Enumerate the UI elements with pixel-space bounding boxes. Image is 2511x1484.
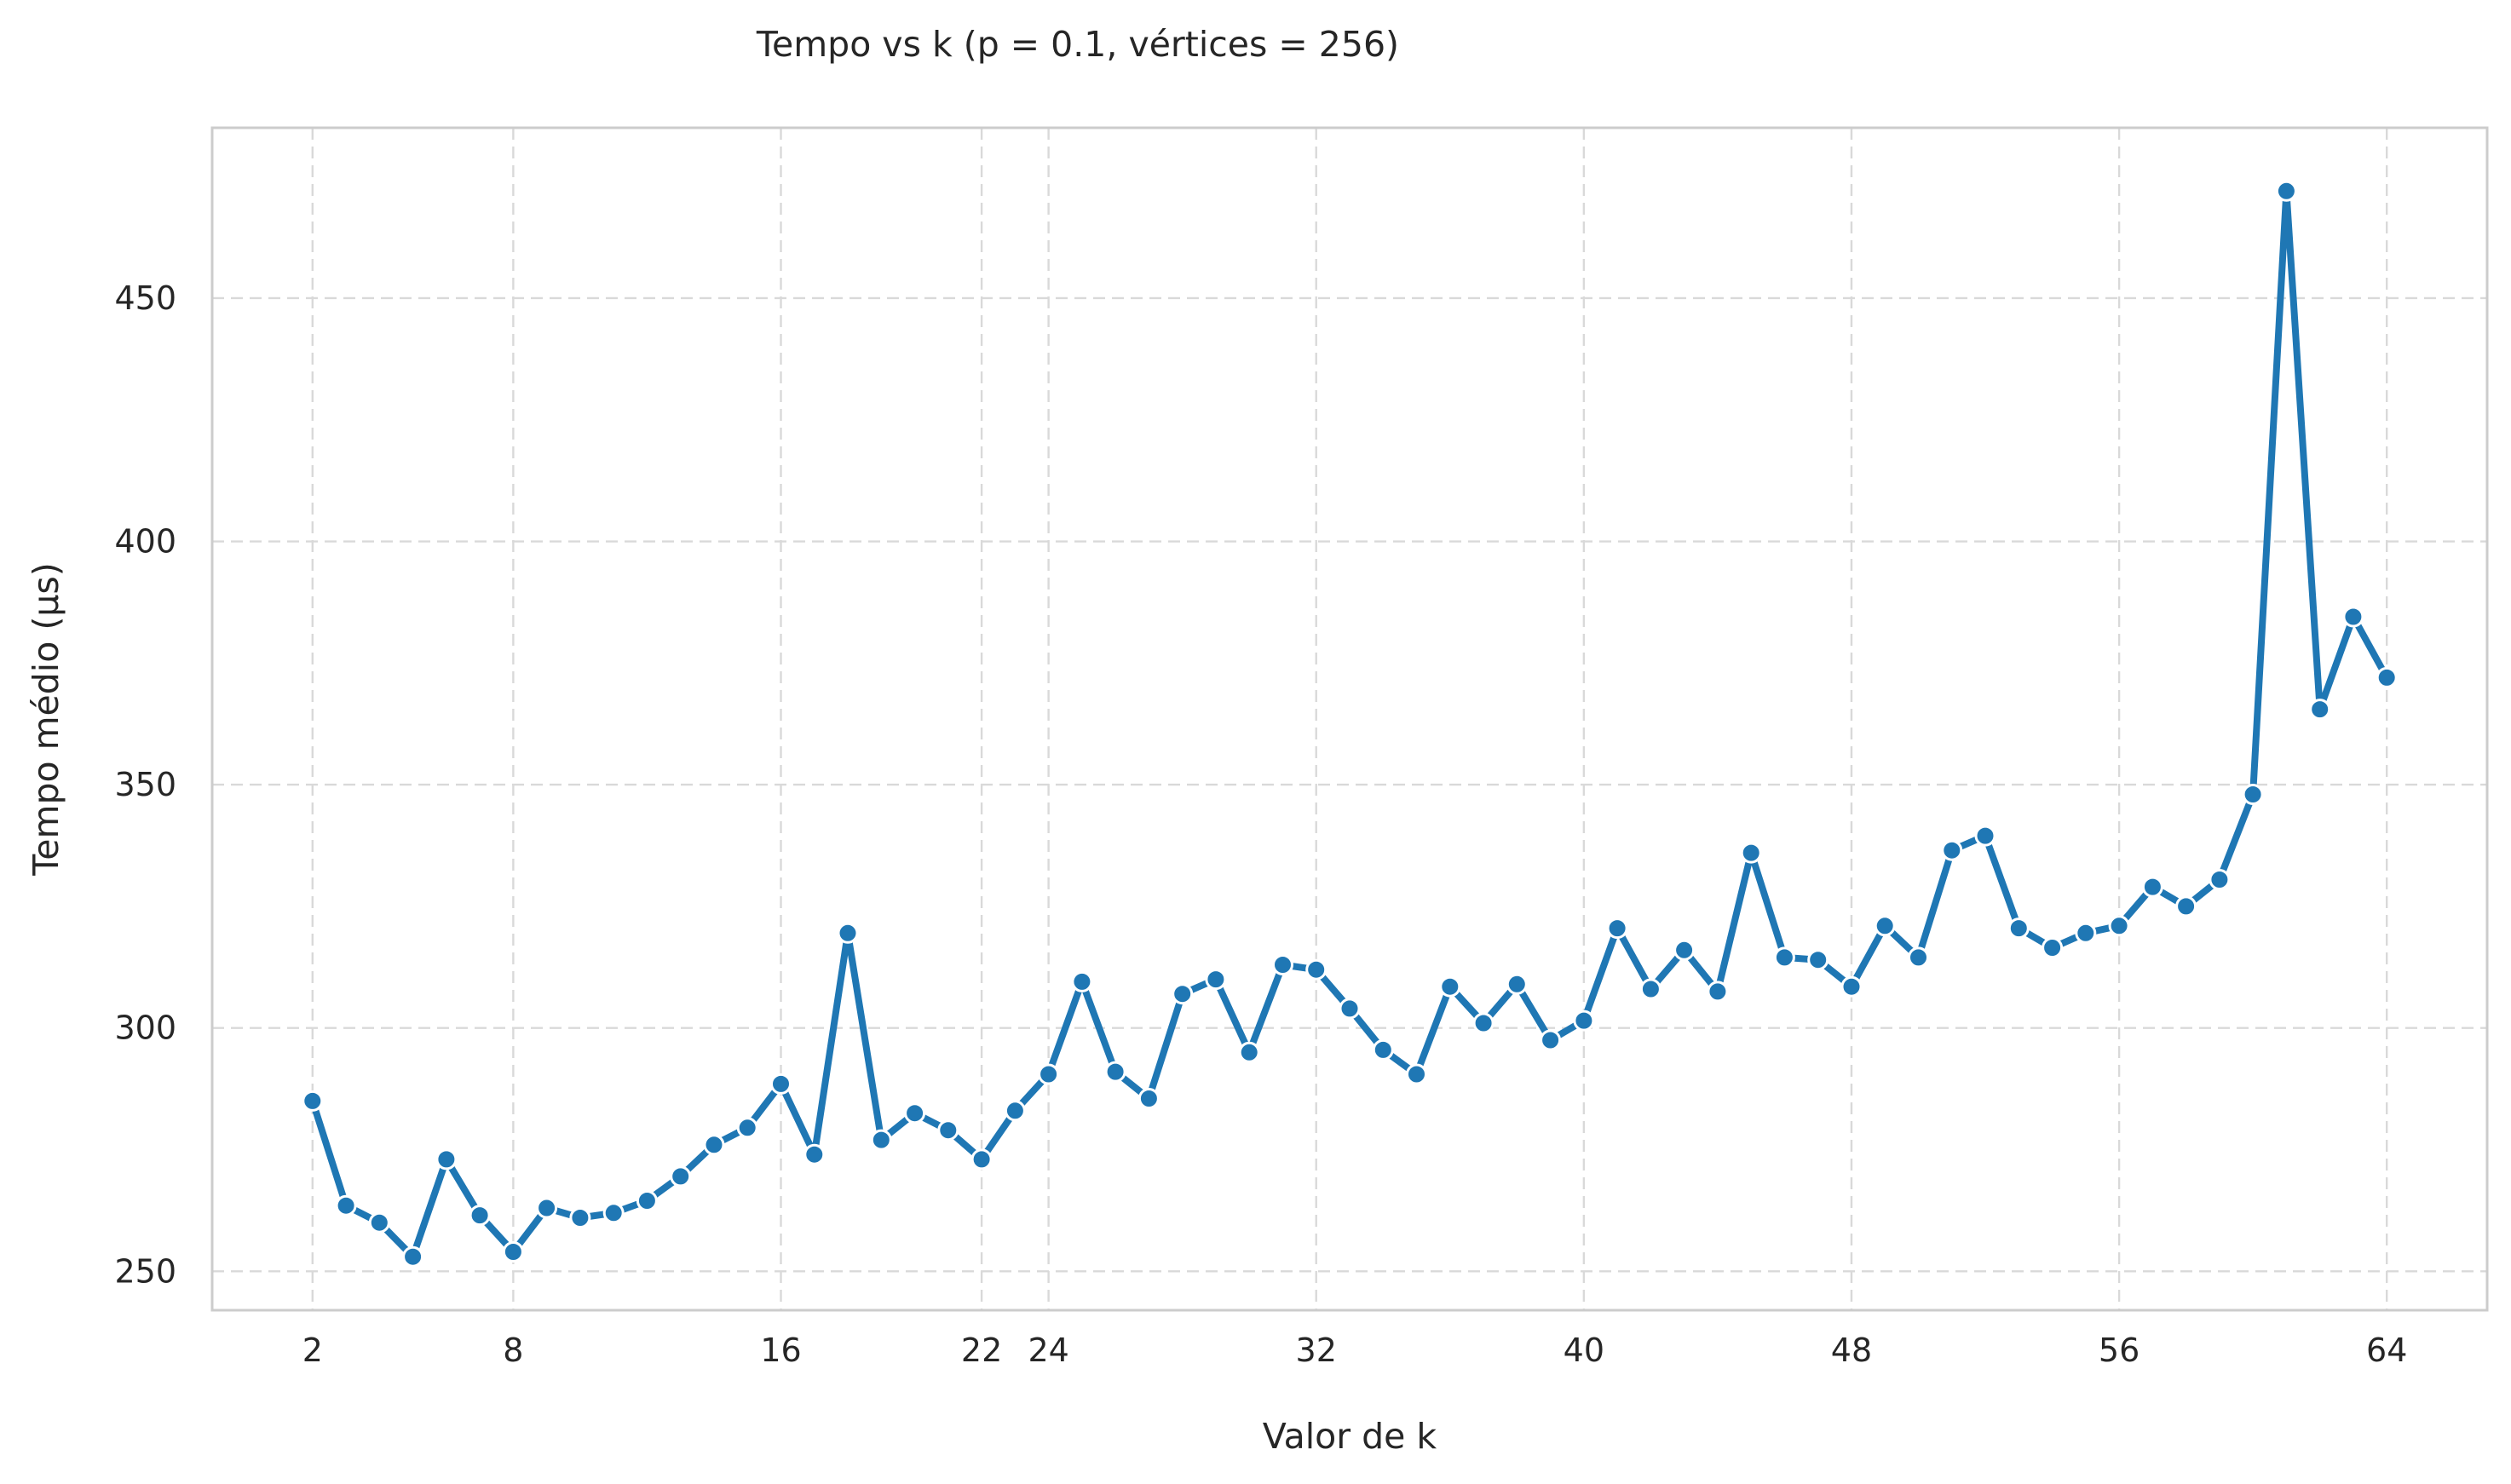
x-tick-label: 48 [1831,1332,1872,1369]
data-point [1238,1041,1260,1063]
x-tick-label: 40 [1564,1332,1604,1369]
data-point [1137,1088,1160,1109]
data-point [435,1148,458,1171]
x-tick-label: 32 [1296,1332,1337,1369]
data-point [1004,1100,1026,1122]
data-point [803,1143,826,1165]
data-point [1272,954,1293,975]
data-point [1439,975,1461,998]
data-point [2141,876,2163,898]
plot-area-frame [210,126,2489,1312]
y-tick-label: 450 [114,279,176,317]
data-point [1104,1061,1126,1083]
x-axis-ticks: 2 8 16 22 24 32 40 48 56 64 [302,1332,2408,1369]
series-line [308,187,2391,1261]
gridlines [212,128,2487,1310]
data-point [2209,869,2231,890]
data-point [736,1117,758,1139]
x-tick-label: 22 [961,1332,1002,1369]
data-point [1506,973,1528,995]
y-tick-label: 300 [114,1009,176,1047]
data-point [1472,1012,1495,1034]
data-point [670,1165,692,1188]
data-point [1038,1063,1060,1085]
y-tick-label: 400 [114,523,176,561]
data-point [302,1090,324,1112]
x-tick-label: 16 [760,1332,801,1369]
data-point [1540,1029,1562,1051]
data-point [2275,180,2297,202]
data-point [1773,946,1795,969]
data-point [602,1202,625,1224]
data-point [1639,978,1662,1000]
x-tick-label: 64 [2366,1332,2407,1369]
data-point [1071,970,1093,992]
data-point [2042,937,2064,958]
data-point [1908,946,1929,969]
data-point [536,1197,558,1219]
y-tick-label: 350 [114,766,176,803]
data-point [2108,915,2130,937]
data-point [1874,915,1896,937]
data-point [703,1134,725,1156]
y-tick-label: 250 [114,1252,176,1290]
x-axis-label: Valor de k [1263,1416,1437,1457]
data-point [1339,998,1361,1020]
data-point [1673,939,1696,961]
data-point [870,1129,892,1151]
data-point [1172,983,1194,1005]
data-point [1372,1038,1394,1061]
data-point [2075,922,2097,944]
data-point [970,1148,993,1171]
data-point [1707,981,1729,1003]
data-point [1740,842,1762,864]
data-point [1974,825,1996,847]
x-tick-label: 2 [302,1332,323,1369]
data-point [402,1245,424,1268]
data-points [302,180,2398,1268]
data-point [368,1211,390,1234]
data-point [1606,917,1628,940]
x-tick-label: 56 [2099,1332,2140,1369]
data-point [2376,666,2398,688]
chart-title: Tempo vs k (p = 0.1, vértices = 256) [756,24,1399,65]
data-point [2007,917,2030,940]
data-point [1406,1063,1427,1085]
data-point [2342,606,2364,628]
x-tick-label: 8 [503,1332,523,1369]
data-point [1840,975,1863,998]
y-axis-ticks: 250 300 350 400 450 [114,279,176,1290]
data-point [569,1207,591,1228]
data-point [2242,784,2264,805]
data-point [770,1073,792,1095]
data-point [469,1205,491,1227]
data-point [636,1190,658,1211]
data-point [937,1119,959,1142]
data-point [2175,895,2197,917]
data-point [904,1102,926,1125]
data-point [1305,958,1327,981]
data-point [2309,699,2331,721]
x-tick-label: 24 [1028,1332,1068,1369]
data-point [837,922,859,944]
data-point [1205,969,1227,991]
data-point [1941,839,1963,861]
data-point [335,1194,357,1217]
y-axis-label: Tempo médio (µs) [26,562,66,877]
data-point [502,1241,524,1263]
data-point [1573,1009,1595,1032]
data-point [1807,949,1829,971]
